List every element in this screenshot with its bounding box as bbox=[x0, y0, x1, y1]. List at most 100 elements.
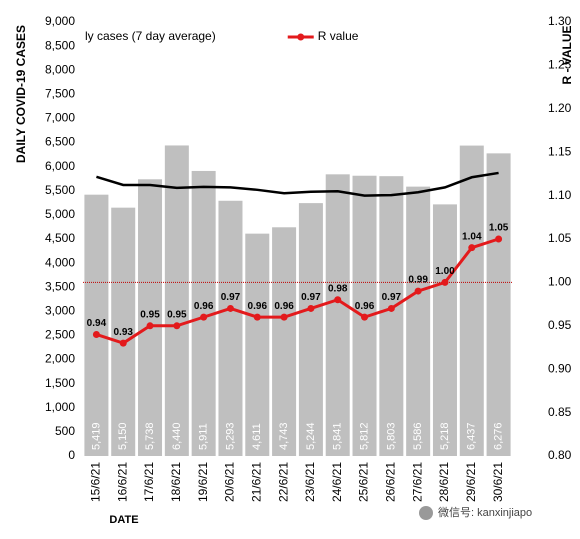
watermark-icon bbox=[419, 506, 433, 520]
bar-value-label: 5,218 bbox=[439, 422, 451, 450]
point bbox=[414, 287, 422, 295]
y-axis-title: DAILY COVID-19 CASES bbox=[14, 25, 28, 163]
x-tick-label: 29/6/21 bbox=[464, 462, 478, 502]
point bbox=[253, 313, 261, 321]
x-tick-label: 17/6/21 bbox=[142, 462, 156, 502]
point-value-label: 1.04 bbox=[462, 231, 482, 242]
y2-tick-label: 0.80 bbox=[548, 448, 572, 462]
y2-tick-label: 1.25 bbox=[548, 58, 572, 72]
y2-tick-label: 1.30 bbox=[548, 14, 572, 28]
bar bbox=[298, 203, 323, 456]
bar-value-label: 5,244 bbox=[305, 422, 317, 450]
y-tick-label: 4,500 bbox=[45, 231, 75, 245]
y2-tick-label: 0.95 bbox=[548, 318, 572, 332]
point bbox=[387, 304, 395, 312]
y-tick-label: 2,000 bbox=[45, 352, 75, 366]
y2-tick-label: 1.05 bbox=[548, 231, 572, 245]
y-tick-label: 9,000 bbox=[45, 14, 75, 28]
legend-marker bbox=[297, 33, 305, 41]
bar-value-label: 5,293 bbox=[224, 422, 236, 450]
x-tick-label: 20/6/21 bbox=[223, 462, 237, 502]
y-tick-label: 5,500 bbox=[45, 183, 75, 197]
point-value-label: 0.98 bbox=[328, 283, 348, 294]
point bbox=[280, 313, 288, 321]
y2-tick-label: 0.90 bbox=[548, 361, 572, 375]
point bbox=[361, 313, 369, 321]
bar bbox=[84, 194, 109, 456]
y-tick-label: 1,500 bbox=[45, 376, 75, 390]
x-axis-title: DATE bbox=[109, 514, 138, 526]
legend-label: R value bbox=[318, 29, 359, 43]
x-tick-label: 30/6/21 bbox=[491, 462, 505, 502]
x-tick-label: 18/6/21 bbox=[169, 462, 183, 502]
y2-tick-label: 1.10 bbox=[548, 188, 572, 202]
y-tick-label: 7,500 bbox=[45, 87, 75, 101]
point-value-label: 1.00 bbox=[435, 266, 455, 277]
y2-tick-label: 0.85 bbox=[548, 405, 572, 419]
bar bbox=[218, 200, 243, 456]
legend-label: ly cases (7 day average) bbox=[85, 29, 216, 43]
bar bbox=[138, 179, 163, 456]
y-tick-label: 3,500 bbox=[45, 279, 75, 293]
x-tick-label: 21/6/21 bbox=[249, 462, 263, 502]
y-tick-label: 6,500 bbox=[45, 135, 75, 149]
bar-value-label: 5,841 bbox=[332, 422, 344, 450]
y-tick-label: 3,000 bbox=[45, 304, 75, 318]
point bbox=[468, 244, 476, 252]
y2-tick-label: 1.15 bbox=[548, 144, 572, 158]
y-tick-label: 1,000 bbox=[45, 400, 75, 414]
point-value-label: 0.96 bbox=[355, 301, 375, 312]
point-value-label: 0.97 bbox=[382, 292, 402, 303]
bar-value-label: 6,440 bbox=[171, 422, 183, 450]
point bbox=[173, 322, 181, 330]
point-value-label: 0.93 bbox=[113, 327, 133, 338]
bar-value-label: 6,437 bbox=[466, 422, 478, 450]
point-value-label: 0.96 bbox=[194, 301, 214, 312]
bar-value-label: 5,738 bbox=[144, 422, 156, 450]
bar-value-label: 6,276 bbox=[493, 422, 505, 450]
x-tick-label: 28/6/21 bbox=[437, 462, 451, 502]
bar-value-label: 5,150 bbox=[117, 422, 129, 450]
bar-value-label: 5,803 bbox=[385, 422, 397, 450]
bar-value-label: 4,743 bbox=[278, 422, 290, 450]
bar-value-label: 5,419 bbox=[90, 422, 102, 450]
point bbox=[92, 330, 100, 338]
y-tick-label: 2,500 bbox=[45, 328, 75, 342]
point-value-label: 0.99 bbox=[408, 275, 428, 286]
line bbox=[95, 237, 500, 345]
bar bbox=[486, 153, 511, 456]
point bbox=[441, 278, 449, 286]
point bbox=[307, 304, 315, 312]
bar bbox=[406, 186, 431, 456]
point-value-label: 1.05 bbox=[489, 223, 509, 234]
point bbox=[146, 322, 154, 330]
bar-value-label: 5,911 bbox=[198, 423, 210, 450]
point-value-label: 0.96 bbox=[248, 301, 268, 312]
bar bbox=[432, 204, 457, 456]
y2-tick-label: 1.00 bbox=[548, 275, 572, 289]
x-tick-label: 24/6/21 bbox=[330, 462, 344, 502]
x-tick-label: 23/6/21 bbox=[303, 462, 317, 502]
x-tick-label: 16/6/21 bbox=[115, 462, 129, 502]
y-tick-label: 6,000 bbox=[45, 159, 75, 173]
x-tick-label: 22/6/21 bbox=[276, 462, 290, 502]
bar bbox=[164, 145, 189, 456]
bar bbox=[325, 174, 350, 457]
point bbox=[226, 304, 234, 312]
point-value-label: 0.94 bbox=[87, 318, 107, 329]
x-tick-label: 26/6/21 bbox=[384, 462, 398, 502]
point-value-label: 0.97 bbox=[301, 292, 321, 303]
point bbox=[334, 296, 342, 304]
y-tick-label: 7,000 bbox=[45, 111, 75, 125]
bar bbox=[245, 233, 270, 456]
point-value-label: 0.95 bbox=[167, 309, 187, 320]
y-tick-label: 4,000 bbox=[45, 255, 75, 269]
point bbox=[200, 313, 208, 321]
bar bbox=[379, 176, 404, 456]
y-tick-label: 5,000 bbox=[45, 207, 75, 221]
x-tick-label: 25/6/21 bbox=[357, 462, 371, 502]
x-tick-label: 27/6/21 bbox=[410, 462, 424, 502]
y-tick-label: 0 bbox=[68, 448, 75, 462]
y-tick-label: 8,500 bbox=[45, 38, 75, 52]
